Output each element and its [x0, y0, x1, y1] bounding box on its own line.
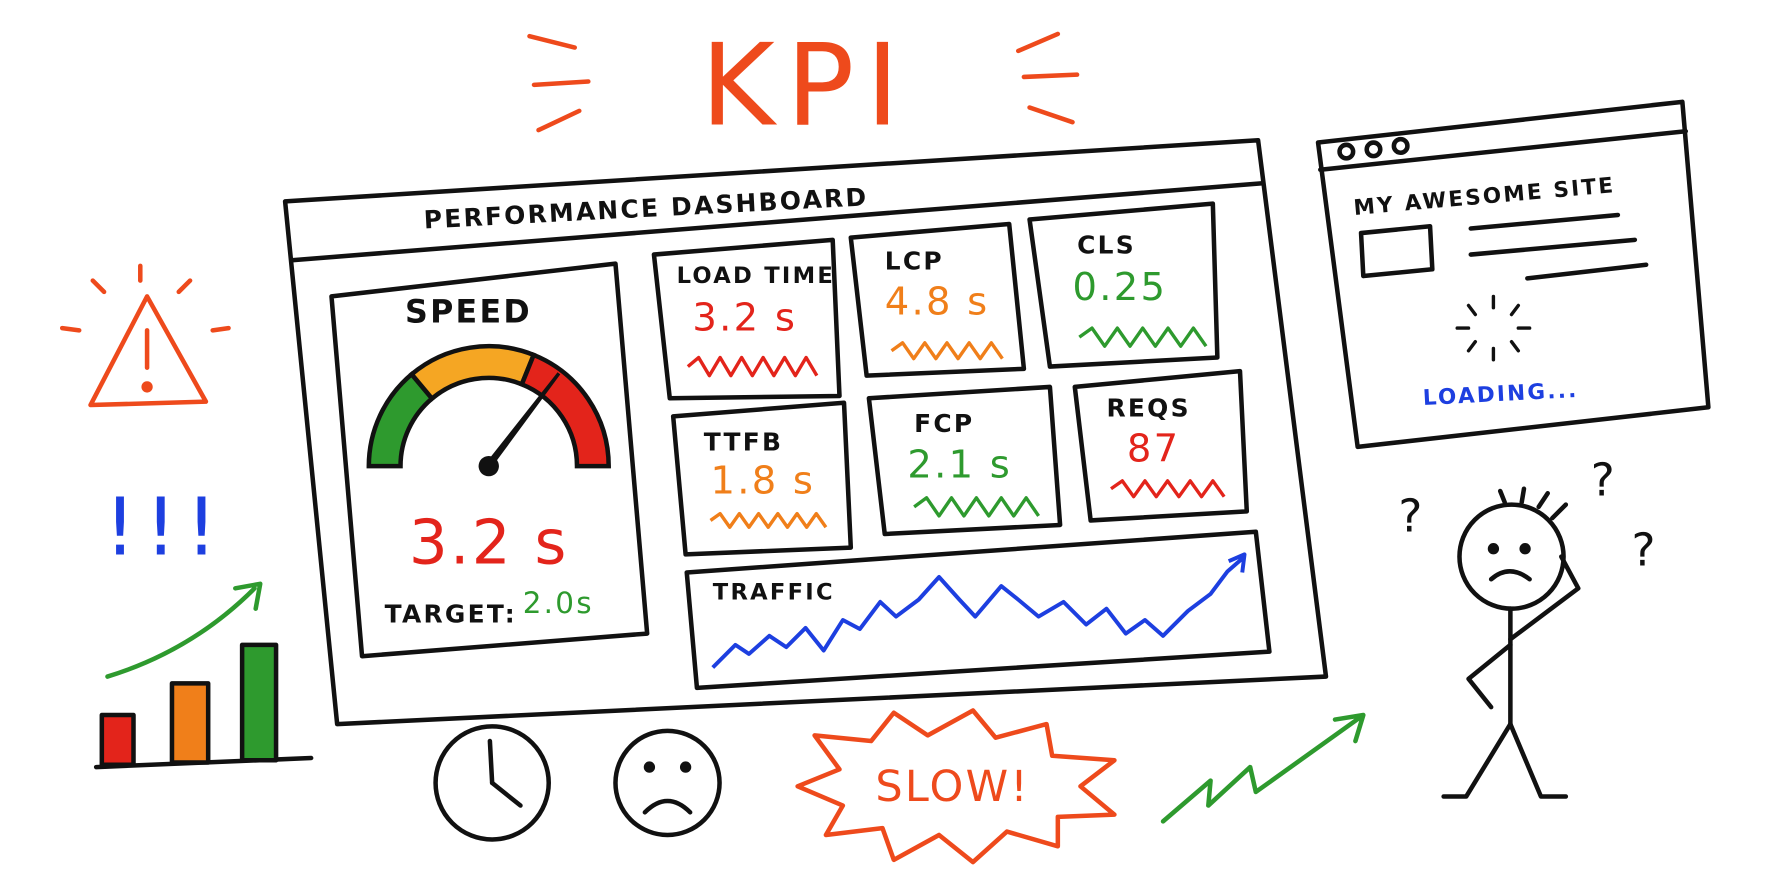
clock: [433, 724, 551, 842]
loading-status: LOADING...: [1422, 378, 1579, 411]
alert-marks: !!!: [104, 480, 226, 573]
target-label: TARGET:: [385, 599, 517, 628]
tile-value: 3.2 s: [692, 295, 797, 340]
question-marks: ? ? ?: [1398, 454, 1657, 577]
tile-value: 87: [1127, 427, 1180, 472]
tile-label: LOAD TIME: [677, 263, 836, 289]
kpi-title: KPI: [527, 19, 1080, 151]
tile-value: 1.8 s: [711, 458, 816, 503]
traffic-line: [711, 552, 1247, 669]
speed-value: 3.2 s: [409, 507, 569, 578]
gauge-segment: [518, 351, 611, 469]
dashboard-frame: [282, 138, 1329, 727]
sparkline: [890, 341, 1004, 361]
target-value: 2.0s: [523, 586, 594, 620]
kpi-text: KPI: [701, 19, 911, 151]
traffic-label: TRAFFIC: [713, 580, 835, 606]
tile-value: 2.1 s: [907, 442, 1012, 487]
question-mark: ?: [1631, 524, 1657, 577]
sparkline: [709, 511, 828, 529]
tile-value: 0.25: [1073, 265, 1168, 310]
sparkline: [1110, 479, 1226, 499]
speed-label: SPEED: [405, 294, 532, 330]
sparkline: [686, 355, 819, 378]
sparkline: [686, 326, 1247, 669]
gauge-hub: [478, 455, 499, 477]
metric-tiles: LOAD TIME 3.2 s LCP 4.8 s CLS 0.25 TTFB …: [677, 230, 1190, 606]
tile-label: TTFB: [704, 427, 784, 456]
browser-window: [1315, 99, 1711, 450]
sad-face: [613, 728, 722, 838]
tile-label: LCP: [885, 246, 944, 275]
bar-doodle: [93, 581, 314, 770]
tile-value: 4.8 s: [885, 280, 990, 325]
tile-label: FCP: [914, 409, 974, 438]
gauge-needle: [480, 372, 561, 472]
speed-gauge: [366, 343, 611, 477]
stick-figure: [1441, 486, 1581, 799]
gauge-segment: [408, 343, 537, 402]
warning-sign: [59, 263, 231, 408]
slow-burst: [795, 708, 1117, 865]
trend-arrow: [1160, 712, 1366, 824]
tile-label: CLS: [1077, 230, 1136, 259]
sparkline: [913, 496, 1041, 518]
slow-badge: SLOW!: [875, 762, 1030, 812]
tile-label: REQS: [1106, 393, 1190, 422]
question-mark: ?: [1591, 454, 1617, 507]
site-title: MY AWESOME SITE: [1353, 173, 1617, 221]
question-mark: ?: [1398, 490, 1424, 543]
sparkline: [1078, 326, 1208, 348]
